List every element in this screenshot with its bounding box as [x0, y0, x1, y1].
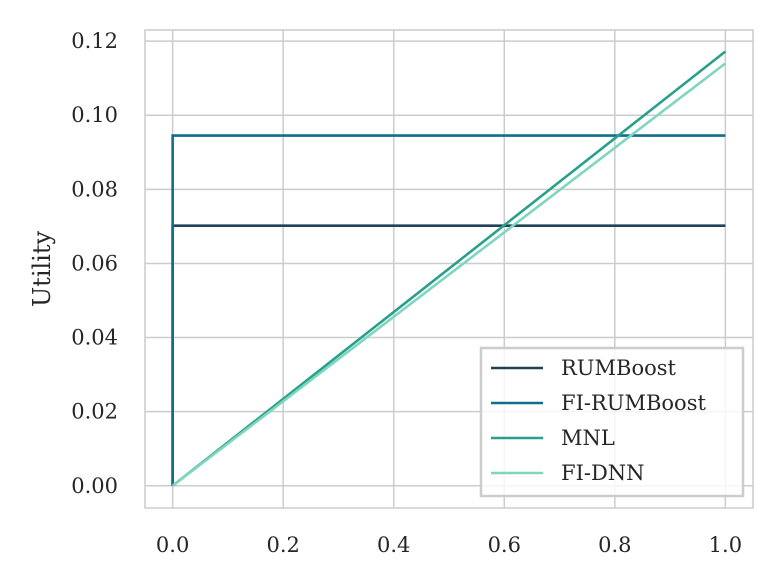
- y-tick-labels: 0.00 0.02 0.04 0.06 0.08 0.10 0.12: [71, 29, 118, 498]
- legend-label-fi-rumboost: FI-RUMBoost: [561, 391, 706, 415]
- x-tick-labels: 0.0 0.2 0.4 0.6 0.8 1.0: [156, 533, 742, 557]
- legend: RUMBoost FI-RUMBoost MNL FI-DNN: [479, 346, 745, 498]
- legend-label-fi-dnn: FI-DNN: [561, 461, 645, 485]
- y-tick-label: 0.02: [71, 400, 118, 424]
- plot-frame: [144, 29, 754, 509]
- legend-box: [479, 346, 745, 498]
- legend-label-mnl: MNL: [561, 426, 615, 450]
- x-tick-label: 0.6: [488, 533, 521, 557]
- x-tick-label: 0.0: [156, 533, 189, 557]
- x-tick-label: 0.8: [598, 533, 631, 557]
- x-tick-label: 0.2: [266, 533, 299, 557]
- x-tick-label: 0.4: [377, 533, 410, 557]
- y-tick-label: 0.08: [71, 177, 118, 201]
- y-tick-label: 0.10: [71, 103, 118, 127]
- y-tick-label: 0.04: [71, 326, 118, 350]
- grid-lines: [145, 30, 753, 508]
- legend-label-rumboost: RUMBoost: [561, 356, 677, 380]
- y-tick-label: 0.06: [71, 251, 118, 275]
- y-axis-title: Utility: [28, 231, 56, 308]
- y-tick-label: 0.00: [71, 474, 118, 498]
- series-line-mnl: [171, 50, 727, 487]
- series-line-fi-dnn: [171, 62, 727, 487]
- series-layer: [171, 50, 727, 487]
- y-tick-label: 0.12: [71, 29, 118, 53]
- x-tick-label: 1.0: [709, 533, 742, 557]
- series-line-fi-rumboost: [171, 134, 726, 486]
